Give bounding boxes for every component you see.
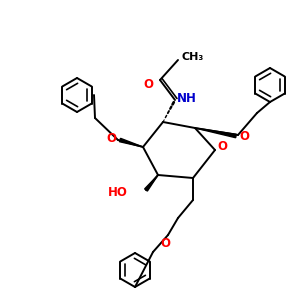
Text: O: O: [217, 140, 227, 154]
Text: HO: HO: [108, 185, 128, 199]
Polygon shape: [145, 175, 158, 191]
Text: O: O: [239, 130, 249, 142]
Text: NH: NH: [177, 92, 197, 104]
Text: O: O: [160, 237, 170, 250]
Text: CH₃: CH₃: [181, 52, 203, 62]
Polygon shape: [195, 128, 236, 138]
Polygon shape: [119, 138, 143, 147]
Text: O: O: [143, 77, 153, 91]
Text: O: O: [106, 131, 116, 145]
